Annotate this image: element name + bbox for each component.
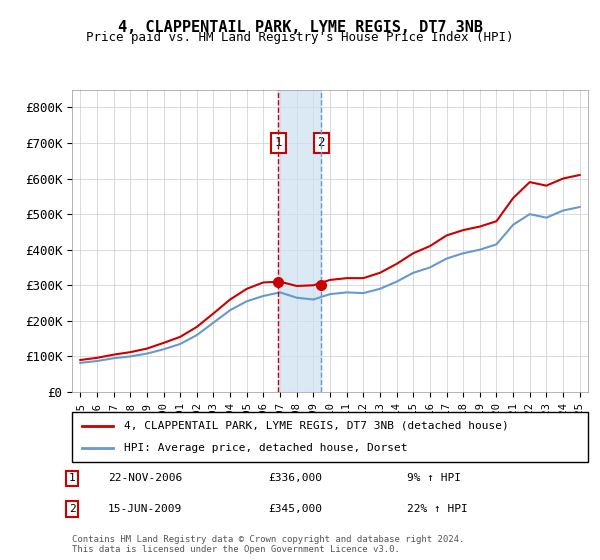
Text: 2: 2 <box>68 504 76 514</box>
Text: £336,000: £336,000 <box>268 473 322 483</box>
FancyBboxPatch shape <box>72 412 588 462</box>
Bar <box>278 90 321 392</box>
Text: 4, CLAPPENTAIL PARK, LYME REGIS, DT7 3NB (detached house): 4, CLAPPENTAIL PARK, LYME REGIS, DT7 3NB… <box>124 421 508 431</box>
Text: 22-NOV-2006: 22-NOV-2006 <box>108 473 182 483</box>
Text: 22% ↑ HPI: 22% ↑ HPI <box>407 504 468 514</box>
Text: £345,000: £345,000 <box>268 504 322 514</box>
Text: Contains HM Land Registry data © Crown copyright and database right 2024.
This d: Contains HM Land Registry data © Crown c… <box>72 535 464 554</box>
Text: Price paid vs. HM Land Registry's House Price Index (HPI): Price paid vs. HM Land Registry's House … <box>86 31 514 44</box>
Text: 9% ↑ HPI: 9% ↑ HPI <box>407 473 461 483</box>
Text: 1: 1 <box>68 473 76 483</box>
Text: 1: 1 <box>275 137 282 150</box>
Text: 2: 2 <box>317 137 325 150</box>
Text: 15-JUN-2009: 15-JUN-2009 <box>108 504 182 514</box>
Text: HPI: Average price, detached house, Dorset: HPI: Average price, detached house, Dors… <box>124 443 407 453</box>
Text: 4, CLAPPENTAIL PARK, LYME REGIS, DT7 3NB: 4, CLAPPENTAIL PARK, LYME REGIS, DT7 3NB <box>118 20 482 35</box>
